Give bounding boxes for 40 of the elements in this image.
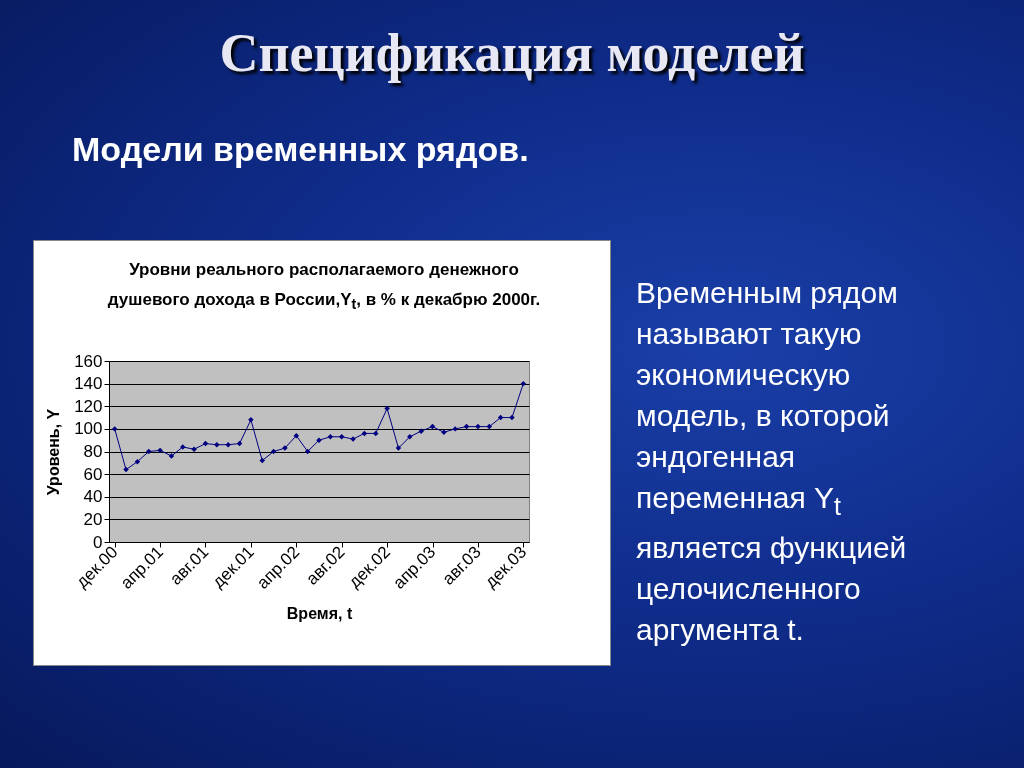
y-tick-label: 40 — [83, 487, 103, 507]
chart-title: Уровни реального располагаемого денежного душевого дохода в России,Y$_{t}$, в % к декабрю 2000г. — [106, 259, 542, 315]
point — [373, 430, 379, 437]
y-tick-label: 80 — [83, 442, 103, 461]
point — [520, 380, 527, 387]
point — [475, 423, 481, 430]
x-axis-title: Время, t — [286, 604, 353, 622]
point — [214, 441, 220, 448]
y-tick-label: 20 — [83, 509, 103, 529]
y-tick-label: 100 — [74, 419, 103, 439]
point — [327, 434, 334, 440]
y-tick-label: 160 — [74, 351, 103, 371]
point — [259, 457, 265, 464]
y-tick-label: 140 — [74, 374, 103, 394]
point — [418, 428, 424, 434]
point — [191, 446, 197, 452]
point — [225, 441, 231, 448]
y-tick-label: 60 — [83, 464, 103, 484]
point — [486, 423, 493, 430]
y-axis-title: Уровень, Y — [45, 408, 63, 496]
y-tick-label: 0 — [93, 532, 103, 552]
text: Модели временных рядов. — [72, 130, 529, 169]
point — [134, 458, 141, 465]
point — [293, 432, 300, 439]
point — [407, 434, 413, 440]
point — [338, 434, 345, 440]
point — [157, 447, 163, 454]
point — [111, 426, 118, 432]
text: Временным рядом называют такую экономическую модель, в которой эндогенная переменная Y$_{t}$ является функцией целочисленного аргумента t. — [636, 276, 907, 646]
point — [384, 405, 390, 412]
point — [123, 466, 129, 473]
y-tick-label: 120 — [74, 396, 103, 416]
point — [248, 417, 254, 423]
point — [395, 445, 402, 451]
point — [441, 429, 447, 436]
point — [168, 453, 175, 459]
point — [180, 444, 186, 450]
text: Спецификация моделей — [218, 22, 806, 84]
point — [509, 414, 515, 421]
point — [452, 426, 458, 432]
